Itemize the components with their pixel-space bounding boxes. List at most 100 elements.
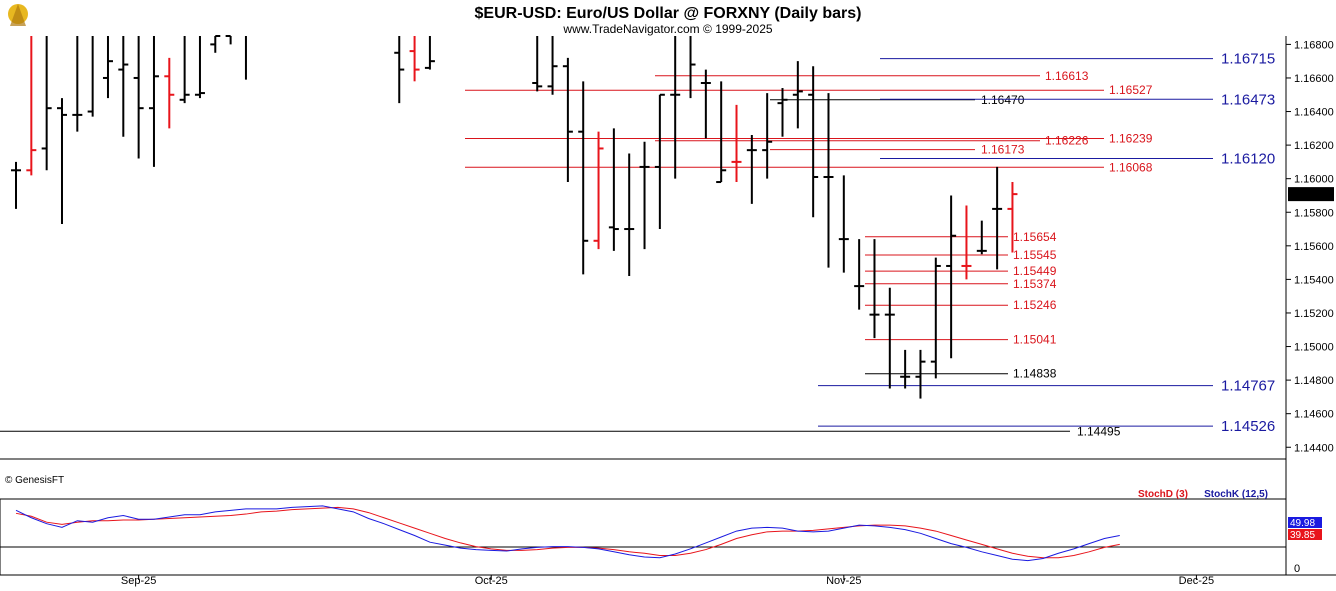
price-bar (930, 257, 941, 379)
stoch-layer (15, 505, 1120, 562)
price-bar (992, 166, 1003, 270)
x-tick-label: Nov-25 (826, 575, 861, 587)
price-level-label: 1.15041 (1013, 333, 1057, 347)
price-bar (1007, 182, 1018, 253)
price-bar (746, 135, 757, 204)
price-bar (72, 36, 83, 132)
price-bar (654, 93, 665, 230)
price-bar (624, 153, 635, 277)
price-level-label: 1.15449 (1013, 264, 1057, 278)
price-bar (838, 175, 849, 273)
price-level-label: 1.15654 (1013, 230, 1057, 244)
stoch-d-value-tag (1288, 529, 1322, 540)
price-bar (194, 36, 205, 99)
price-level-label: 1.15545 (1013, 248, 1057, 262)
y-tick-label: 1.16000 (1294, 174, 1334, 186)
price-level-label: 1.16470 (981, 93, 1025, 107)
y-tick-label: 1.16600 (1294, 73, 1334, 85)
stoch-d-line (15, 506, 1120, 559)
x-tick-label: Dec-25 (1179, 575, 1214, 587)
y-tick-label: 1.15800 (1294, 207, 1334, 219)
price-bar (854, 239, 865, 310)
price-bar (41, 36, 52, 171)
y-tick-label: 1.16200 (1294, 140, 1334, 152)
price-bar (11, 161, 21, 209)
price-bar (961, 205, 972, 280)
price-level-label: 1.14526 (1221, 418, 1275, 435)
price-level-label: 1.14838 (1013, 367, 1057, 381)
stoch-d-legend: StochD (3) (1138, 489, 1188, 500)
price-bar (670, 36, 681, 179)
price-bar (900, 349, 911, 389)
stoch-k-line (15, 505, 1120, 562)
price-bar (394, 36, 405, 104)
price-bar (716, 81, 727, 184)
price-bar (869, 239, 880, 339)
price-bar (133, 36, 144, 159)
price-bar (731, 104, 742, 183)
price-level-label: 1.16473 (1221, 91, 1275, 108)
price-bar (762, 93, 773, 179)
price-bar (118, 36, 129, 137)
last-price-tag (1288, 187, 1334, 202)
price-level-label: 1.16613 (1045, 69, 1089, 83)
y-tick-label: 1.14600 (1294, 409, 1334, 421)
watermark: © GenesisFT (5, 475, 64, 486)
price-bar (409, 36, 420, 82)
price-bar (593, 131, 604, 250)
price-bar (915, 349, 926, 399)
price-bar (102, 36, 113, 99)
bars-layer (11, 35, 1018, 399)
stoch-y-tick-label: 0 (1294, 563, 1300, 575)
chart-subtitle: www.TradeNavigator.com © 1999-2025 (562, 22, 772, 36)
price-bar (608, 128, 619, 251)
stoch-k-legend: StochK (12,5) (1204, 489, 1268, 500)
y-tick-label: 1.15600 (1294, 241, 1334, 253)
y-tick-label: 1.15400 (1294, 274, 1334, 286)
price-bar (689, 36, 696, 99)
price-bar (562, 57, 573, 183)
y-tick-label: 1.14400 (1294, 442, 1334, 454)
axis-layer: 1.16800 1.16600 1.16400 1.16200 1.16000 1.158… (121, 39, 1334, 587)
y-tick-label: 1.14800 (1294, 375, 1334, 387)
price-bar (777, 88, 788, 137)
stoch-d-value-label: 39.85 (1290, 530, 1315, 541)
price-bar (87, 36, 94, 117)
price-bar (148, 36, 159, 167)
price-level-label: 1.16527 (1109, 83, 1153, 97)
y-tick-label: 1.16800 (1294, 39, 1334, 51)
price-bar (424, 36, 435, 70)
price-level-label: 1.16173 (981, 143, 1025, 157)
price-bar (823, 93, 834, 268)
price-bar (532, 36, 543, 92)
price-bar (792, 61, 803, 129)
price-level-label: 1.15374 (1013, 277, 1057, 291)
price-level-label: 1.16239 (1109, 132, 1153, 146)
price-level-label: 1.14495 (1077, 424, 1121, 438)
x-tick-label: Oct-25 (475, 575, 508, 587)
price-bar (179, 36, 190, 104)
price-level-label: 1.16120 (1221, 151, 1275, 168)
y-tick-label: 1.16400 (1294, 107, 1334, 119)
price-level-label: 1.14767 (1221, 378, 1275, 395)
price-bar (639, 141, 650, 250)
price-bar (210, 35, 221, 53)
levels-layer: 1.16715 1.16613 1.16527 1.16470 1.16473 1.162… (0, 51, 1275, 438)
logo-icon (8, 4, 28, 26)
price-bar (26, 36, 37, 176)
price-bar (976, 220, 987, 255)
price-level-label: 1.16068 (1109, 160, 1153, 174)
y-tick-label: 1.15000 (1294, 342, 1334, 354)
price-bar (946, 195, 957, 359)
price-bar (578, 81, 589, 275)
price-bar (225, 35, 232, 45)
y-tick-label: 1.15200 (1294, 308, 1334, 320)
price-bar (547, 36, 558, 95)
x-tick-label: Sep-25 (121, 575, 156, 587)
price-bar (884, 287, 895, 389)
chart-title: $EUR-USD: Euro/US Dollar @ FORXNY (Daily… (475, 5, 862, 22)
price-bar (56, 98, 67, 224)
stoch-k-value-label: 49.98 (1290, 518, 1315, 529)
stoch-panel-border (0, 498, 1287, 576)
